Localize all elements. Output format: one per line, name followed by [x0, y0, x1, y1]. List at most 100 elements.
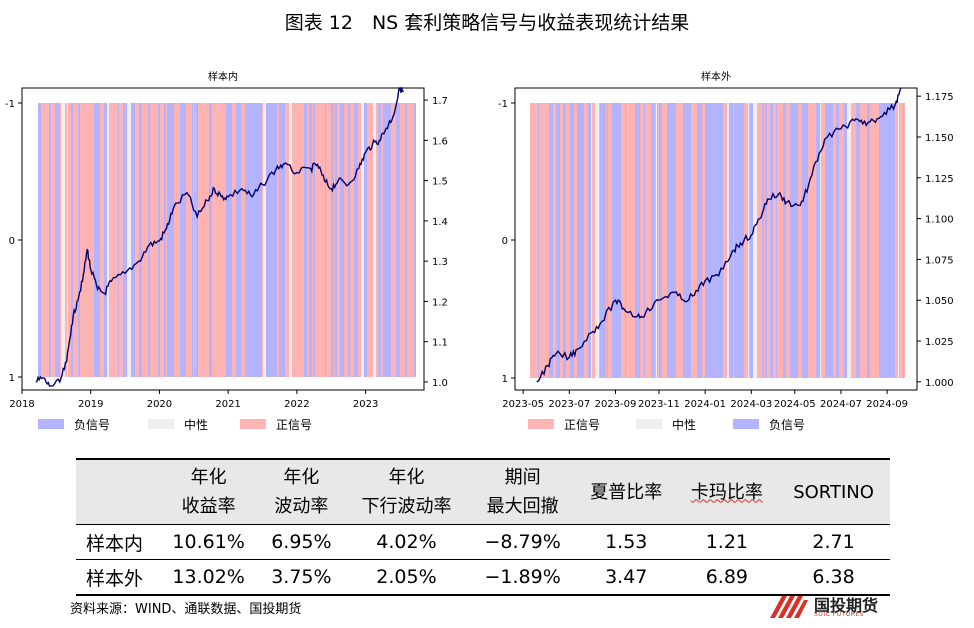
- signal-stripe: [625, 103, 626, 378]
- signal-stripe: [867, 103, 870, 378]
- signal-stripe: [288, 103, 289, 377]
- signal-stripe: [683, 103, 687, 378]
- signal-stripe: [195, 103, 196, 377]
- signal-stripe: [631, 103, 635, 378]
- chart-title: 样本外: [701, 70, 731, 83]
- signal-stripe: [354, 103, 358, 377]
- signal-stripe: [101, 103, 102, 377]
- chart-0: 样本内 -1 0 1 1.0 1.1 1.2 1.3 1.4 1.5 1.6 1.7 2018 2019 2…: [5, 70, 448, 432]
- signal-stripe: [254, 103, 258, 377]
- signal-stripe: [258, 103, 262, 377]
- signal-stripe: [71, 103, 73, 377]
- right-tick-label: 1.150: [925, 133, 954, 144]
- signal-stripe: [193, 103, 194, 377]
- right-tick-label: 1.3: [432, 257, 448, 268]
- signal-stripe: [297, 103, 300, 377]
- signal-stripe: [600, 103, 602, 378]
- signal-stripe: [782, 103, 783, 378]
- signal-stripe: [334, 103, 335, 377]
- signal-stripe: [378, 103, 381, 377]
- signal-stripe: [595, 103, 599, 378]
- signal-stripe: [562, 103, 563, 378]
- signal-stripe: [86, 103, 90, 377]
- signal-stripe: [123, 103, 127, 377]
- signal-stripe: [659, 103, 662, 378]
- signal-stripe: [164, 103, 166, 377]
- signal-stripe: [139, 103, 142, 377]
- x-tick-label: 2020: [147, 399, 172, 410]
- signal-stripe: [711, 103, 712, 378]
- header-annual-return: 年化 收益率: [158, 459, 260, 525]
- signal-stripe: [117, 103, 118, 377]
- signal-stripe: [657, 103, 658, 378]
- logo-subtitle: SDIC FUTURES: [814, 611, 864, 618]
- signal-stripe: [118, 103, 119, 377]
- right-tick-label: 1.100: [925, 215, 954, 226]
- signal-stripe: [887, 103, 891, 378]
- signal-stripe: [798, 103, 802, 378]
- signal-stripe: [315, 103, 318, 377]
- right-tick-label: 1.7: [432, 96, 448, 107]
- signal-stripe: [776, 103, 777, 378]
- signal-stripe: [751, 103, 753, 378]
- signal-stripe: [266, 103, 268, 377]
- header-annual-vol: 年化 波动率: [259, 459, 344, 525]
- signal-stripe: [219, 103, 221, 377]
- signal-stripe: [642, 103, 644, 378]
- right-tick-label: 1.000: [925, 378, 954, 389]
- signal-stripe: [794, 103, 795, 378]
- signal-stripe: [816, 103, 820, 378]
- signal-stripe: [638, 103, 640, 378]
- x-tick-label: 2023: [353, 399, 378, 410]
- signal-stripe: [851, 103, 852, 378]
- header-sharpe: 夏普比率: [575, 459, 677, 525]
- stats-table: 年化 收益率 年化 波动率 年化 下行波动率 期间 最大回撤 夏普比率 卡玛比率 SOR…: [76, 458, 890, 596]
- signal-stripe: [60, 103, 61, 377]
- signal-stripe: [729, 103, 731, 378]
- signal-stripe: [263, 103, 266, 377]
- signal-stripe: [361, 103, 364, 377]
- signal-stripe: [535, 103, 537, 378]
- signal-stripe: [327, 103, 328, 377]
- signal-stripe: [326, 103, 327, 377]
- signal-stripe: [566, 103, 570, 378]
- signal-stripe: [773, 103, 774, 378]
- signal-stripe: [644, 103, 645, 378]
- signal-stripe: [100, 103, 101, 377]
- signal-stripe: [274, 103, 277, 377]
- right-tick-label: 1.025: [925, 337, 954, 348]
- signal-stripe: [731, 103, 733, 378]
- signal-stripe: [621, 103, 625, 378]
- signal-stripe: [530, 103, 531, 378]
- x-tick-label: 2024-05: [774, 399, 816, 410]
- signal-stripe: [135, 103, 137, 377]
- signal-stripe: [556, 103, 557, 378]
- signal-stripe: [381, 103, 383, 377]
- signal-stripe: [57, 103, 58, 377]
- signal-stripe: [55, 103, 56, 377]
- signal-stripe: [667, 103, 669, 378]
- signal-stripe: [95, 103, 97, 377]
- header-downside-vol: 年化 下行波动率: [343, 459, 470, 525]
- table-cell: 4.02%: [343, 524, 470, 560]
- signal-stripe: [214, 103, 218, 377]
- signal-stripe: [767, 103, 770, 378]
- signal-stripe: [860, 103, 864, 378]
- signal-stripe: [534, 103, 535, 378]
- signal-stripe: [723, 103, 727, 378]
- signal-stripe: [146, 103, 148, 377]
- legend-label-pos: 正信号: [564, 418, 600, 432]
- signal-stripe: [563, 103, 566, 378]
- signal-stripe: [94, 103, 95, 377]
- table-cell: 6.95%: [259, 524, 344, 560]
- signal-stripe: [805, 103, 807, 378]
- signal-stripe: [396, 103, 400, 377]
- signal-stripe: [178, 103, 179, 377]
- signal-stripe: [400, 103, 404, 377]
- signal-stripe: [635, 103, 638, 378]
- signal-stripe: [245, 103, 247, 377]
- signal-stripe: [137, 103, 139, 377]
- signal-stripe: [166, 103, 167, 377]
- signal-stripe: [762, 103, 764, 378]
- signal-stripe: [753, 103, 757, 378]
